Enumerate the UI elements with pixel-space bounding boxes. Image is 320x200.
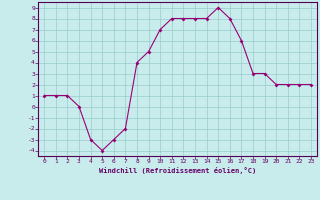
X-axis label: Windchill (Refroidissement éolien,°C): Windchill (Refroidissement éolien,°C) [99, 167, 256, 174]
